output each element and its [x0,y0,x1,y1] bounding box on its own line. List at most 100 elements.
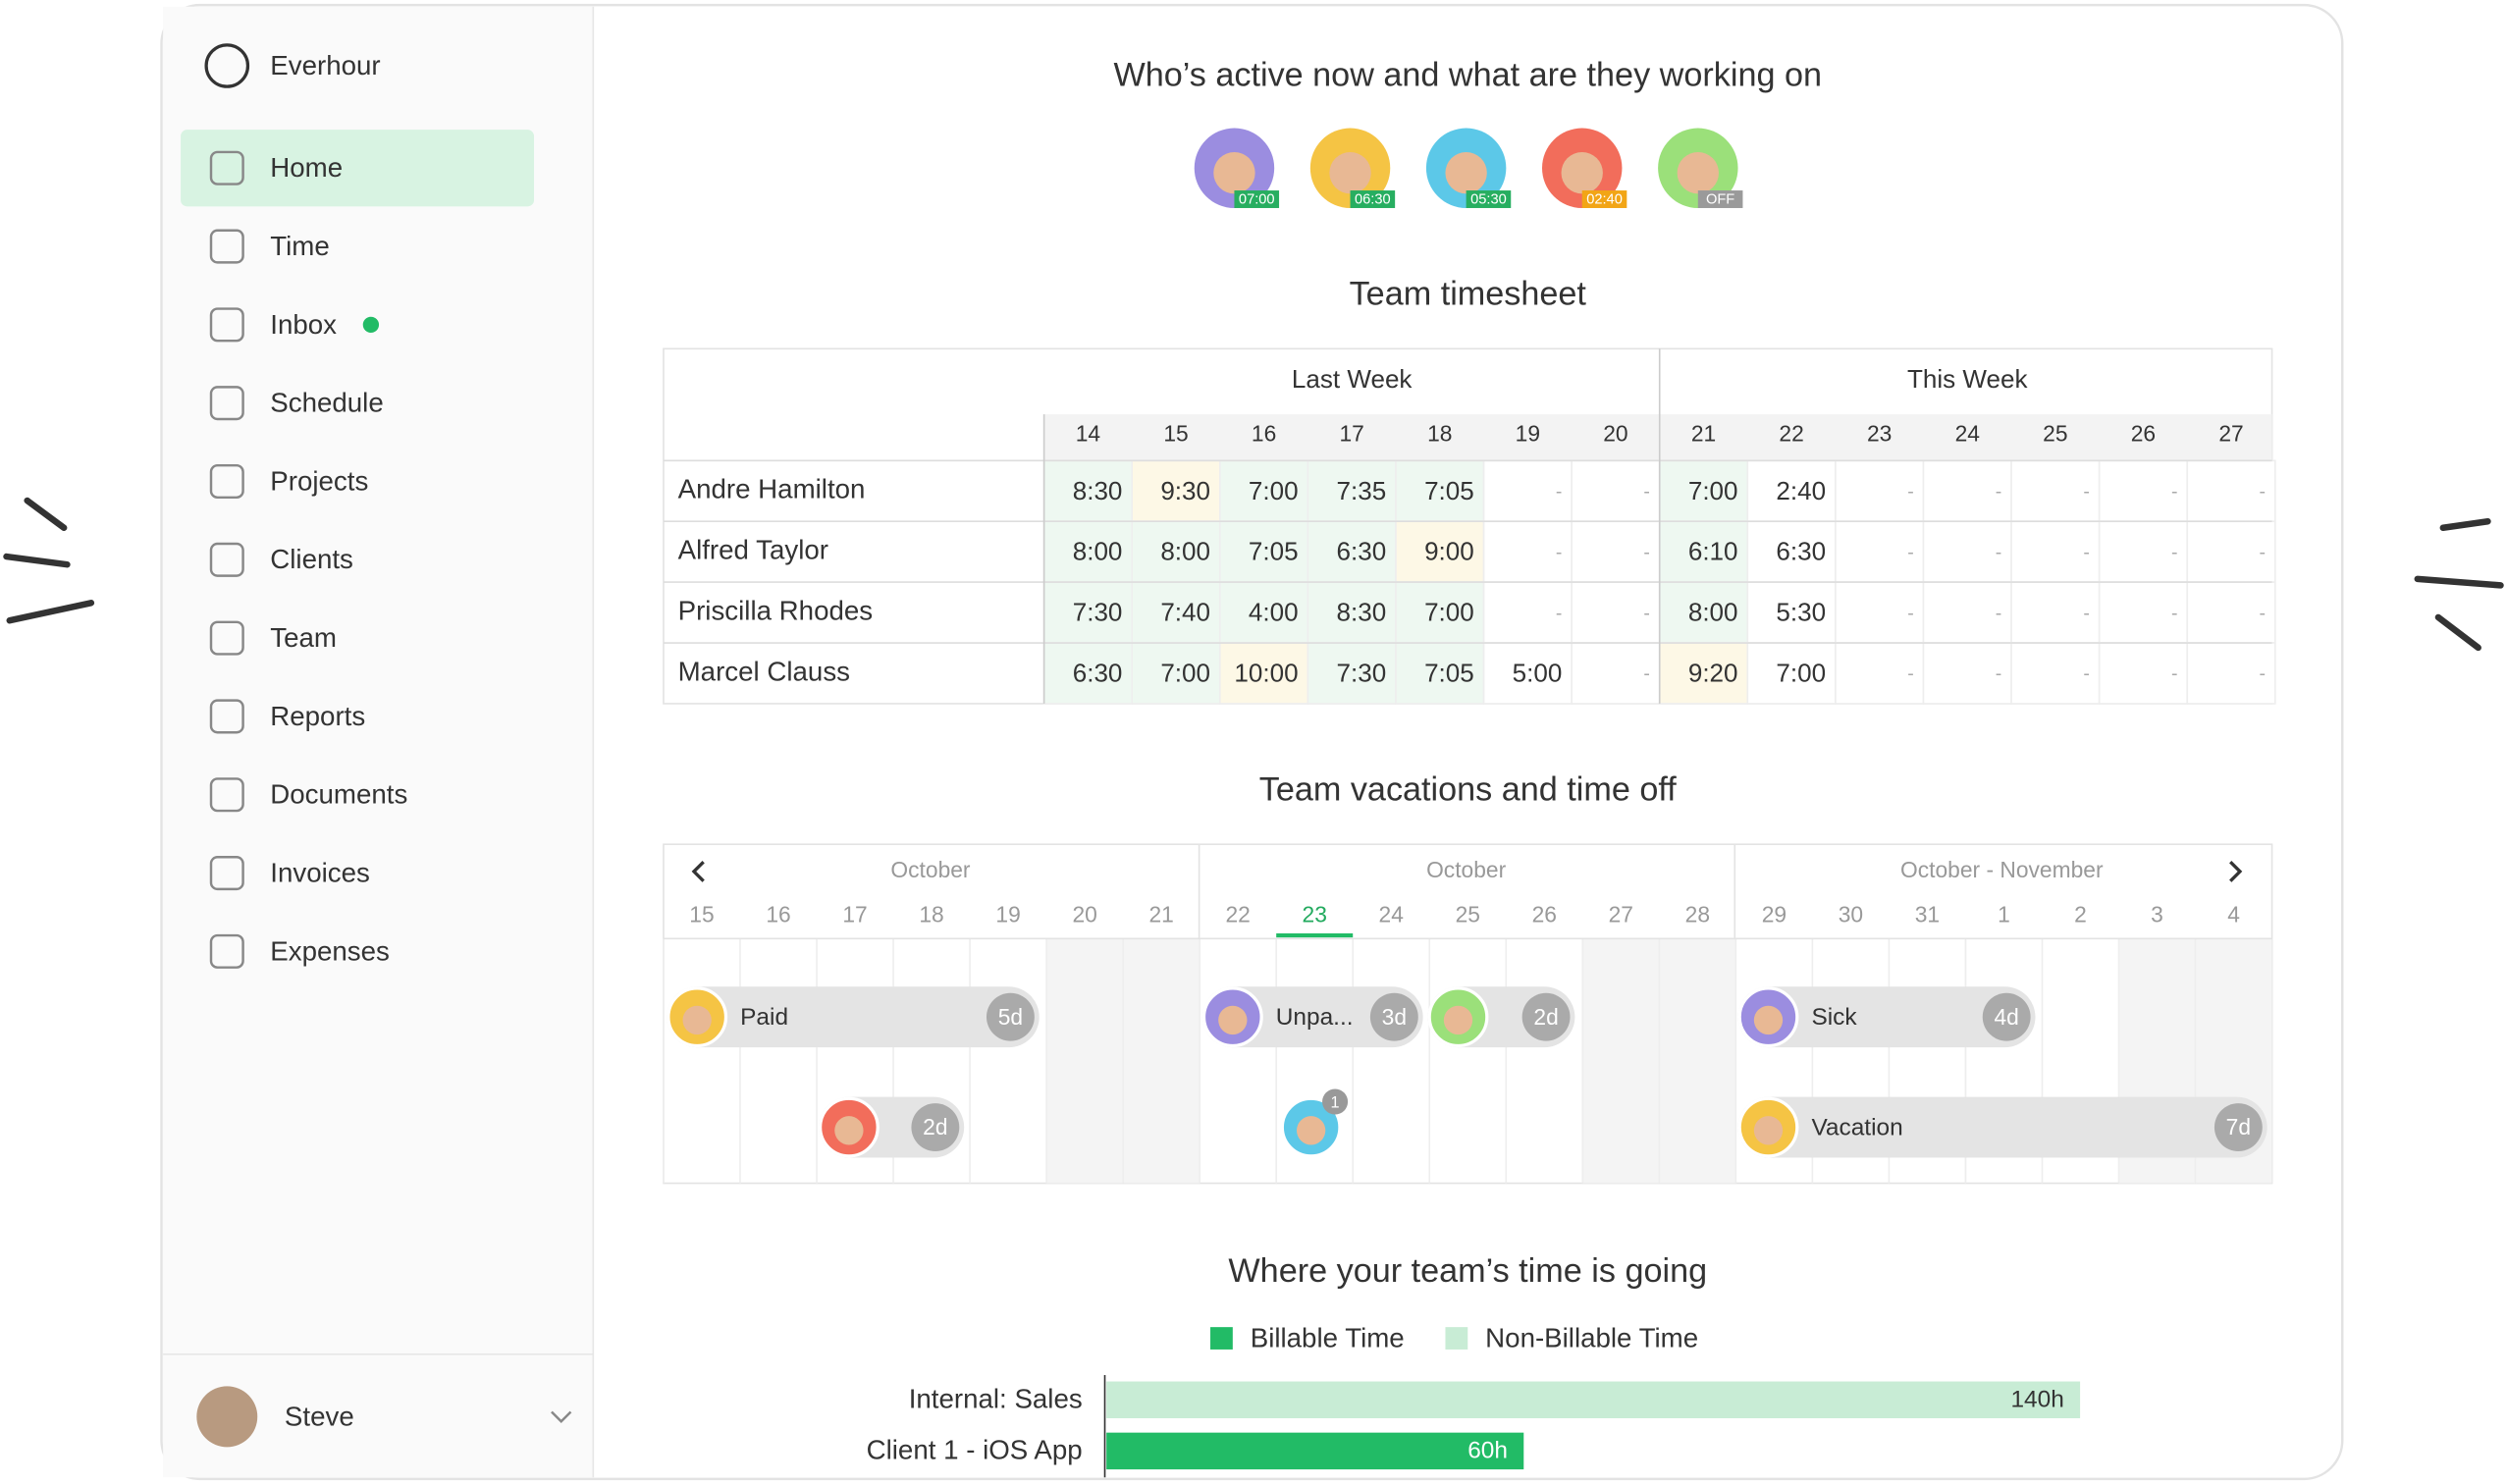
day-label: 20 [1603,420,1627,446]
chevron[interactable] [551,1410,572,1423]
cell-value: - [2083,481,2090,503]
avatar-face [1329,151,1371,194]
cell-value: 7:05 [1424,658,1474,687]
days-badge [1521,992,1571,1041]
user-avatar[interactable] [196,1386,258,1448]
day-label: 21 [1691,420,1716,446]
cell [2010,520,2101,583]
timeoff-label: Vacation [1811,1115,1902,1141]
section-title: Team timesheet [1350,276,1587,313]
cell-value: - [1996,481,2002,503]
cell-value: - [2260,542,2267,563]
cell-value: 7:00 [1776,658,1826,687]
cell [1746,581,1837,644]
nav-item[interactable]: Inbox [270,309,337,340]
prev-arrow[interactable] [691,861,705,882]
cell-value: - [1907,663,1914,685]
nav-icon[interactable] [209,856,244,891]
nav-item[interactable]: Clients [270,544,353,574]
cell [1482,520,1573,583]
timeoff-bar[interactable] [667,986,1040,1048]
days-text: 3d [1382,1004,1407,1030]
nav-item[interactable]: Projects [270,465,368,496]
cell-value: 7:05 [1249,537,1299,566]
bar-label: 60h [1467,1438,1508,1464]
day-label: 25 [2043,420,2067,446]
nav-item[interactable]: Documents [270,779,407,810]
cell-value: - [2260,663,2267,685]
cell-value: - [2083,603,2090,624]
bar[interactable] [1106,1432,1524,1470]
day-label: 28 [1685,902,1710,928]
legend-label: Billable Time [1251,1322,1405,1352]
nav-icon[interactable] [209,386,244,421]
nav-icon[interactable] [209,777,244,813]
cell-value: - [1643,481,1650,503]
cell-value: 8:30 [1336,598,1386,627]
cell-value: 7:35 [1336,476,1386,505]
cell-value: - [1556,542,1563,563]
cell [1658,642,1749,705]
nav-icon[interactable] [209,229,244,264]
nav-item[interactable]: Reports [270,701,365,731]
next-arrow[interactable] [2229,861,2243,882]
nav-icon[interactable] [209,307,244,343]
cell-value: - [2171,663,2178,685]
cell-value: 7:40 [1160,598,1210,627]
weekend [1046,938,1124,1184]
avatar-face [1445,151,1487,194]
days-badge [986,992,1035,1041]
weekend [1659,938,1736,1184]
nav-item[interactable]: Invoices [270,858,370,888]
sidebar [163,6,594,1478]
weekend [1582,938,1660,1184]
day-label: 23 [1303,902,1327,928]
cell-value: 9:20 [1688,658,1738,687]
bar[interactable] [1106,1381,2081,1418]
nav-item[interactable]: Schedule [270,388,383,418]
week-label: Last Week [1292,364,1414,394]
day-label: 25 [1456,902,1480,928]
nav-icon[interactable] [209,699,244,734]
status-badge [1466,190,1512,208]
user-name[interactable]: Steve [285,1401,354,1431]
category-label: Internal: Sales [909,1383,1083,1413]
cell-value: - [2083,542,2090,563]
nav-icon[interactable] [209,150,244,186]
cell-value: 8:00 [1073,537,1123,566]
nav-item[interactable]: Time [270,231,330,261]
nav-icon[interactable] [209,542,244,577]
avatar-face [1753,1005,1784,1035]
nav-icon[interactable] [209,933,244,969]
cell-value: 5:00 [1513,658,1563,687]
nav-icon[interactable] [209,620,244,656]
cell-value: - [1996,542,2002,563]
status-time: 06:30 [1355,192,1391,208]
section-title: Who’s active now and what are they worki… [1114,56,1823,93]
nav-item[interactable]: Expenses [270,935,390,966]
cell-value: - [1907,603,1914,624]
cell-value: 7:00 [1160,658,1210,687]
nav-item[interactable]: Home [270,152,343,183]
timeoff-bar[interactable] [1737,986,2036,1048]
cell [1395,581,1485,644]
cell-value: - [2083,663,2090,685]
day-label: 15 [1163,420,1188,446]
nav-icon[interactable] [209,463,244,500]
cell [2186,642,2276,705]
count-text: 1 [1331,1093,1340,1111]
day-label: 22 [1779,420,1803,446]
section-title: Team vacations and time off [1259,771,1678,809]
nav-item[interactable]: Team [270,622,337,653]
day-label: 31 [1915,902,1940,928]
avatar-face [1213,151,1255,194]
cell-value: 10:00 [1234,658,1298,687]
legend-swatch [1445,1327,1468,1350]
cell-value: 2:40 [1776,476,1826,505]
day-label: 19 [995,902,1020,928]
status-time: OFF [1706,192,1734,208]
day-label: 4 [2227,902,2240,928]
day-label: 20 [1072,902,1096,928]
avatar-face [1218,1005,1248,1035]
timeoff-bar[interactable] [1737,1096,2267,1158]
